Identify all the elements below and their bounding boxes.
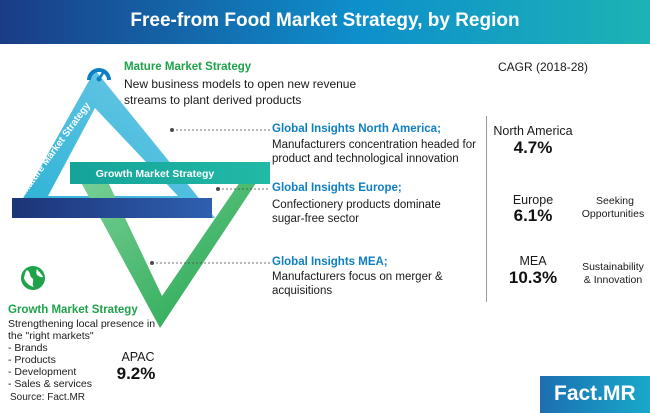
apac-region: APAC — [121, 350, 155, 364]
navy-bar — [12, 198, 212, 218]
mea-note-line1: Sustainability — [582, 261, 644, 273]
strategy-triangle-diagram: Growth Market Strategy Mature Market Str… — [12, 68, 270, 328]
cagr-region-north-america: North America — [493, 124, 573, 138]
insight-north-america-line2: product and technological innovation — [272, 153, 459, 165]
insight-mea-heading: Global Insights MEA; — [272, 256, 388, 268]
growth-bar — [70, 162, 270, 184]
speedometer-icon — [87, 68, 111, 82]
growth-bar-label: Growth Market Strategy — [96, 168, 215, 180]
insight-north-america-heading: Global Insights North America; — [272, 123, 441, 135]
mature-strategy-line1: New business models to open new revenue — [124, 77, 357, 91]
growth-strategy-line4: - Products — [8, 354, 56, 366]
cagr-value-europe: 6.1% — [513, 206, 553, 225]
cagr-region-europe: Europe — [512, 193, 554, 207]
insight-europe-line1: Confectionery products dominate — [272, 199, 441, 211]
mature-strategy-line2: streams to plant derived products — [124, 93, 302, 107]
mature-strategy-heading: Mature Market Strategy — [124, 61, 252, 73]
mea-note-line2: & Innovation — [583, 274, 643, 286]
cagr-title: CAGR (2018-28) — [498, 60, 589, 74]
header-banner: Free-from Food Market Strategy, by Regio… — [0, 0, 650, 44]
globe-icon — [21, 266, 45, 290]
growth-strategy-line2: the "right markets" — [8, 330, 94, 342]
factmr-logo: Fact.MR — [540, 376, 650, 413]
logo-text: Fact.MR — [554, 382, 636, 405]
growth-strategy-line6: - Sales & services — [8, 378, 93, 390]
cagr-region-mea: MEA — [519, 254, 547, 268]
insight-mea-line2: acquisitions — [272, 285, 333, 297]
europe-note-line2: Opportunities — [581, 208, 645, 220]
europe-note-line1: Seeking — [596, 195, 634, 207]
insight-north-america-line1: Manufacturers concentration headed for — [272, 139, 476, 151]
cagr-value-mea: 10.3% — [508, 268, 558, 287]
growth-strategy-line3: - Brands — [8, 342, 48, 354]
source-note: Source: Fact.MR — [10, 392, 86, 403]
insight-mea-line1: Manufacturers focus on merger & — [272, 271, 443, 283]
cagr-divider — [486, 116, 487, 302]
cagr-value-north-america: 4.7% — [513, 138, 553, 157]
growth-strategy-line5: - Development — [8, 366, 77, 378]
growth-strategy-heading: Growth Market Strategy — [8, 304, 138, 316]
growth-strategy-line1: Strengthening local presence in — [8, 318, 156, 330]
insight-europe-line2: sugar-free sector — [272, 213, 359, 225]
apac-value: 9.2% — [116, 364, 156, 383]
insight-europe-heading: Global Insights Europe; — [272, 182, 402, 194]
page-title: Free-from Food Market Strategy, by Regio… — [130, 10, 520, 31]
